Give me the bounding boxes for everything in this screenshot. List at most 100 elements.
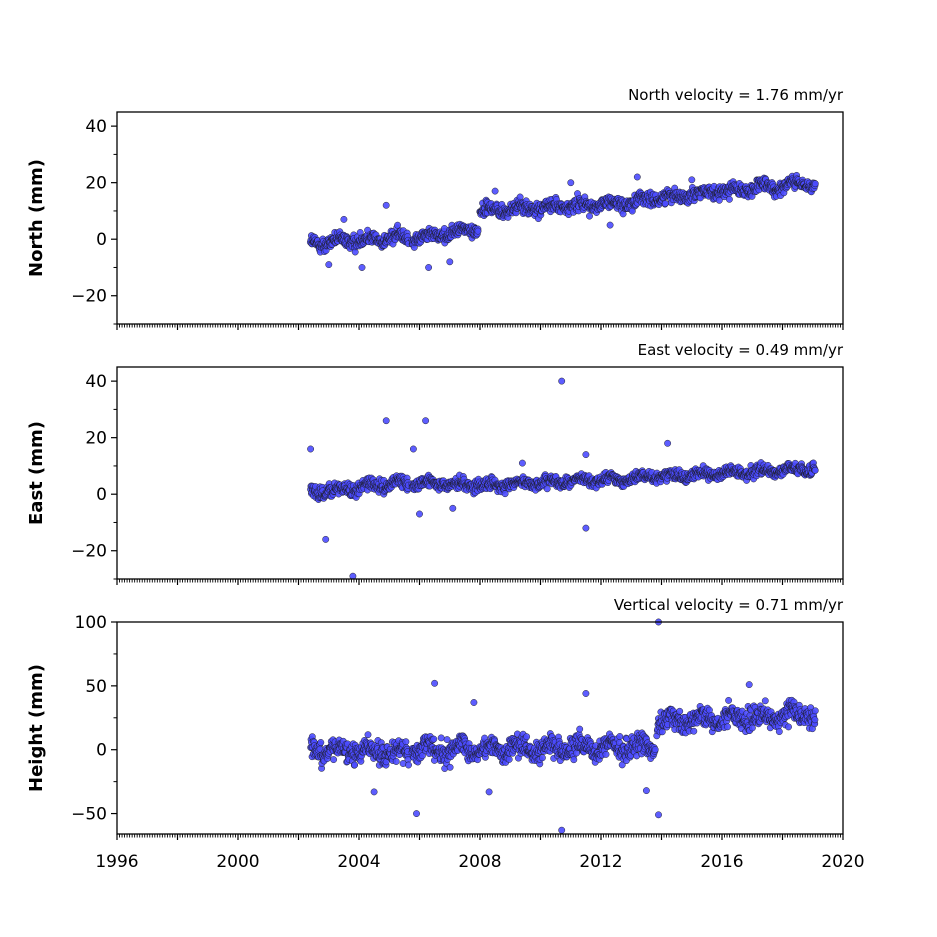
data-point	[745, 681, 753, 689]
data-point	[382, 201, 390, 209]
data-point	[474, 227, 482, 235]
data-point	[775, 728, 783, 736]
data-point	[538, 754, 546, 762]
data-point	[518, 459, 526, 467]
north-axes: −20 0 20 40	[71, 111, 844, 330]
data-point	[725, 195, 733, 203]
data-point	[655, 811, 662, 819]
height-y-label: Height (mm)	[26, 664, 47, 792]
data-point	[358, 264, 366, 271]
data-point	[633, 173, 641, 181]
data-point	[307, 445, 315, 453]
y-tick-label: 100	[75, 613, 107, 633]
y-tick-label: −50	[71, 805, 107, 825]
data-point	[382, 417, 390, 425]
data-point	[418, 752, 426, 760]
data-point	[576, 725, 584, 733]
height-title: Vertical velocity = 0.71 mm/yr	[614, 596, 844, 614]
data-point	[491, 187, 499, 195]
x-tick-label: 2020	[821, 852, 864, 872]
x-tick-label: 2008	[458, 852, 501, 872]
data-point	[582, 690, 590, 697]
y-tick-label: 40	[85, 372, 107, 392]
data-point	[449, 504, 457, 512]
data-point	[351, 248, 359, 256]
data-point	[748, 724, 756, 732]
data-point	[690, 727, 698, 735]
y-tick-label: 20	[85, 174, 107, 194]
y-tick-label: 0	[96, 485, 107, 505]
east-axes: −20 0 20 40	[71, 366, 844, 585]
data-point	[446, 258, 454, 266]
plot-frame	[116, 111, 844, 325]
y-tick-label: 0	[96, 741, 107, 761]
data-point	[661, 200, 669, 207]
data-point	[811, 180, 819, 188]
data-point	[340, 215, 348, 223]
y-tick-label: 50	[85, 677, 107, 697]
data-point	[351, 761, 359, 769]
data-point	[724, 723, 731, 731]
y-tick-label: 0	[96, 230, 107, 250]
data-point	[811, 716, 819, 724]
data-point	[642, 787, 650, 795]
data-point	[811, 707, 819, 715]
data-point	[523, 733, 531, 741]
y-tick-label: 40	[85, 117, 107, 137]
y-tick-label: −20	[71, 542, 107, 562]
data-point	[558, 377, 566, 385]
data-point	[582, 524, 590, 532]
north-y-label: North (mm)	[26, 159, 47, 277]
east-data-points	[307, 377, 819, 579]
panel-height: Vertical velocity = 0.71 mm/yr Height (m…	[26, 596, 865, 872]
data-point	[325, 261, 333, 269]
data-point	[443, 736, 451, 744]
data-point	[392, 758, 400, 765]
east-title: East velocity = 0.49 mm/yr	[638, 341, 844, 359]
data-point	[416, 510, 423, 518]
data-point	[602, 750, 610, 758]
data-point	[505, 755, 513, 763]
data-point	[676, 707, 684, 715]
data-point	[431, 679, 439, 687]
data-point	[446, 763, 454, 771]
data-point	[422, 417, 430, 425]
data-point	[586, 212, 593, 220]
panel-east: East velocity = 0.49 mm/yr East (mm) −20…	[26, 341, 844, 585]
data-point	[543, 485, 551, 493]
data-point	[725, 696, 733, 704]
data-point	[425, 264, 433, 271]
data-point	[582, 451, 590, 459]
north-title: North velocity = 1.76 mm/yr	[628, 86, 844, 104]
panel-north: North velocity = 1.76 mm/yr North (mm) −…	[26, 86, 844, 330]
x-tick-label: 2012	[579, 852, 622, 872]
data-point	[761, 697, 769, 705]
data-point	[413, 810, 420, 818]
data-point	[651, 746, 659, 754]
data-point	[501, 490, 509, 498]
data-point	[470, 699, 478, 706]
data-point	[785, 723, 792, 731]
data-point	[811, 466, 819, 474]
data-point	[437, 734, 445, 742]
data-point	[570, 756, 578, 764]
y-tick-label: −20	[71, 287, 107, 307]
data-point	[558, 826, 566, 834]
data-point	[688, 176, 696, 184]
x-tick-label: 1996	[95, 852, 138, 872]
height-axes: −50 0 50 100 1996 2000 2004 2008 2012 2016 2020	[71, 613, 865, 872]
data-point	[349, 572, 357, 579]
data-point	[364, 731, 372, 739]
data-point	[430, 735, 438, 743]
data-point	[317, 739, 325, 746]
x-tick-label: 2016	[700, 852, 743, 872]
data-point	[616, 733, 624, 740]
data-point	[330, 756, 338, 764]
data-point	[485, 788, 493, 796]
data-point	[409, 445, 417, 453]
x-tick-label: 2000	[216, 852, 259, 872]
y-tick-label: 20	[85, 429, 107, 449]
height-data-points	[307, 618, 819, 834]
east-y-label: East (mm)	[26, 421, 47, 525]
